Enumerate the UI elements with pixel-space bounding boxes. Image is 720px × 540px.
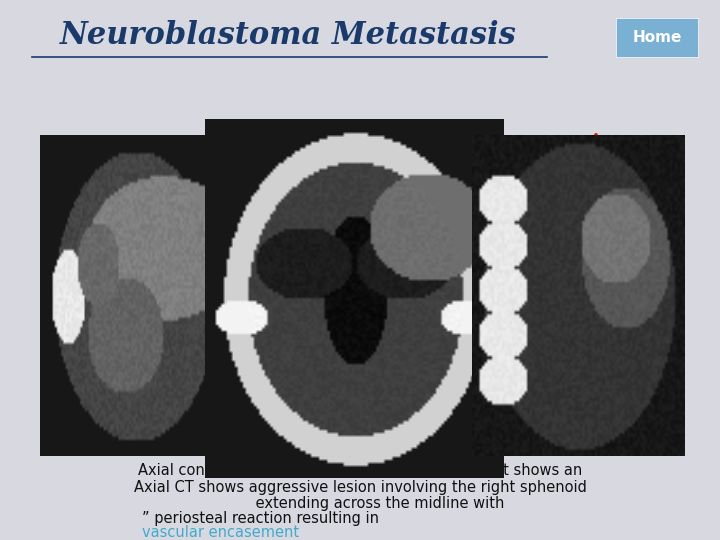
FancyBboxPatch shape <box>616 18 698 57</box>
Text: Axial CT shows aggressive lesion involving the right sphenoid: Axial CT shows aggressive lesion involvi… <box>134 480 586 495</box>
Text: extending across the midline with: extending across the midline with <box>251 496 505 511</box>
Text: vascular encasement: vascular encasement <box>143 525 300 540</box>
Text: ” periosteal reaction resulting in: ” periosteal reaction resulting in <box>143 511 379 526</box>
Text: Neuroblastoma Metastasis: Neuroblastoma Metastasis <box>60 19 516 51</box>
Text: Home: Home <box>632 30 682 45</box>
Text: Axial contrast enhanced CT from the same patient shows an: Axial contrast enhanced CT from the same… <box>138 463 582 478</box>
